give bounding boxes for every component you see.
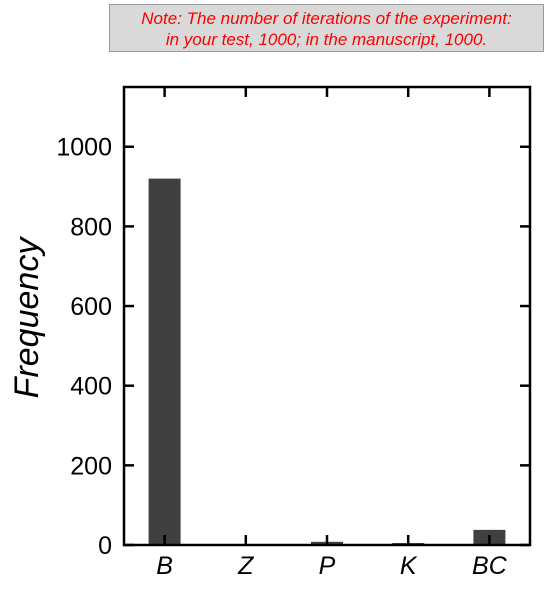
ytick-label-200: 200	[70, 452, 112, 480]
y-axis-label: Frequency	[8, 236, 46, 399]
note-line-2: in your test, 1000; in the manuscript, 1…	[165, 30, 488, 49]
bar-b	[148, 178, 181, 545]
xtick-label-k: K	[400, 552, 418, 580]
note-line-1: Note: The number of iterations of the ex…	[141, 9, 512, 28]
plot-frame	[122, 85, 532, 547]
ytick-label-1000: 1000	[56, 134, 112, 162]
ytick-label-600: 600	[70, 293, 112, 321]
xtick-label-bc: BC	[472, 552, 508, 580]
ytick-label-0: 0	[98, 532, 112, 560]
xtick-label-z: Z	[237, 552, 254, 580]
ytick-label-800: 800	[70, 213, 112, 241]
xtick-label-b: B	[156, 552, 173, 580]
note-box: Note: The number of iterations of the ex…	[109, 4, 544, 52]
ytick-label-400: 400	[70, 373, 112, 401]
xtick-label-p: P	[319, 552, 336, 580]
